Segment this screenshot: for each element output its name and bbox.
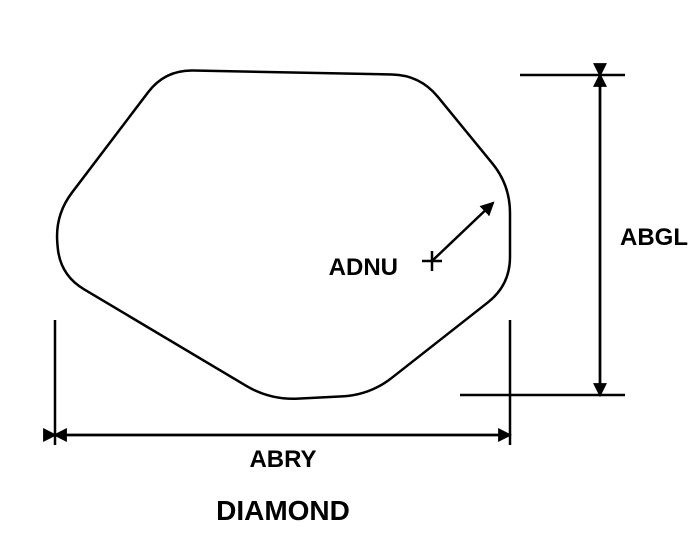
label-abgl: ABGL	[620, 224, 688, 251]
diagram-title: DIAMOND	[216, 495, 350, 526]
label-abry: ABRY	[249, 446, 316, 473]
label-adnu: ADNU	[329, 254, 398, 281]
radius-arrow	[432, 203, 493, 261]
diamond-shape	[57, 71, 510, 399]
